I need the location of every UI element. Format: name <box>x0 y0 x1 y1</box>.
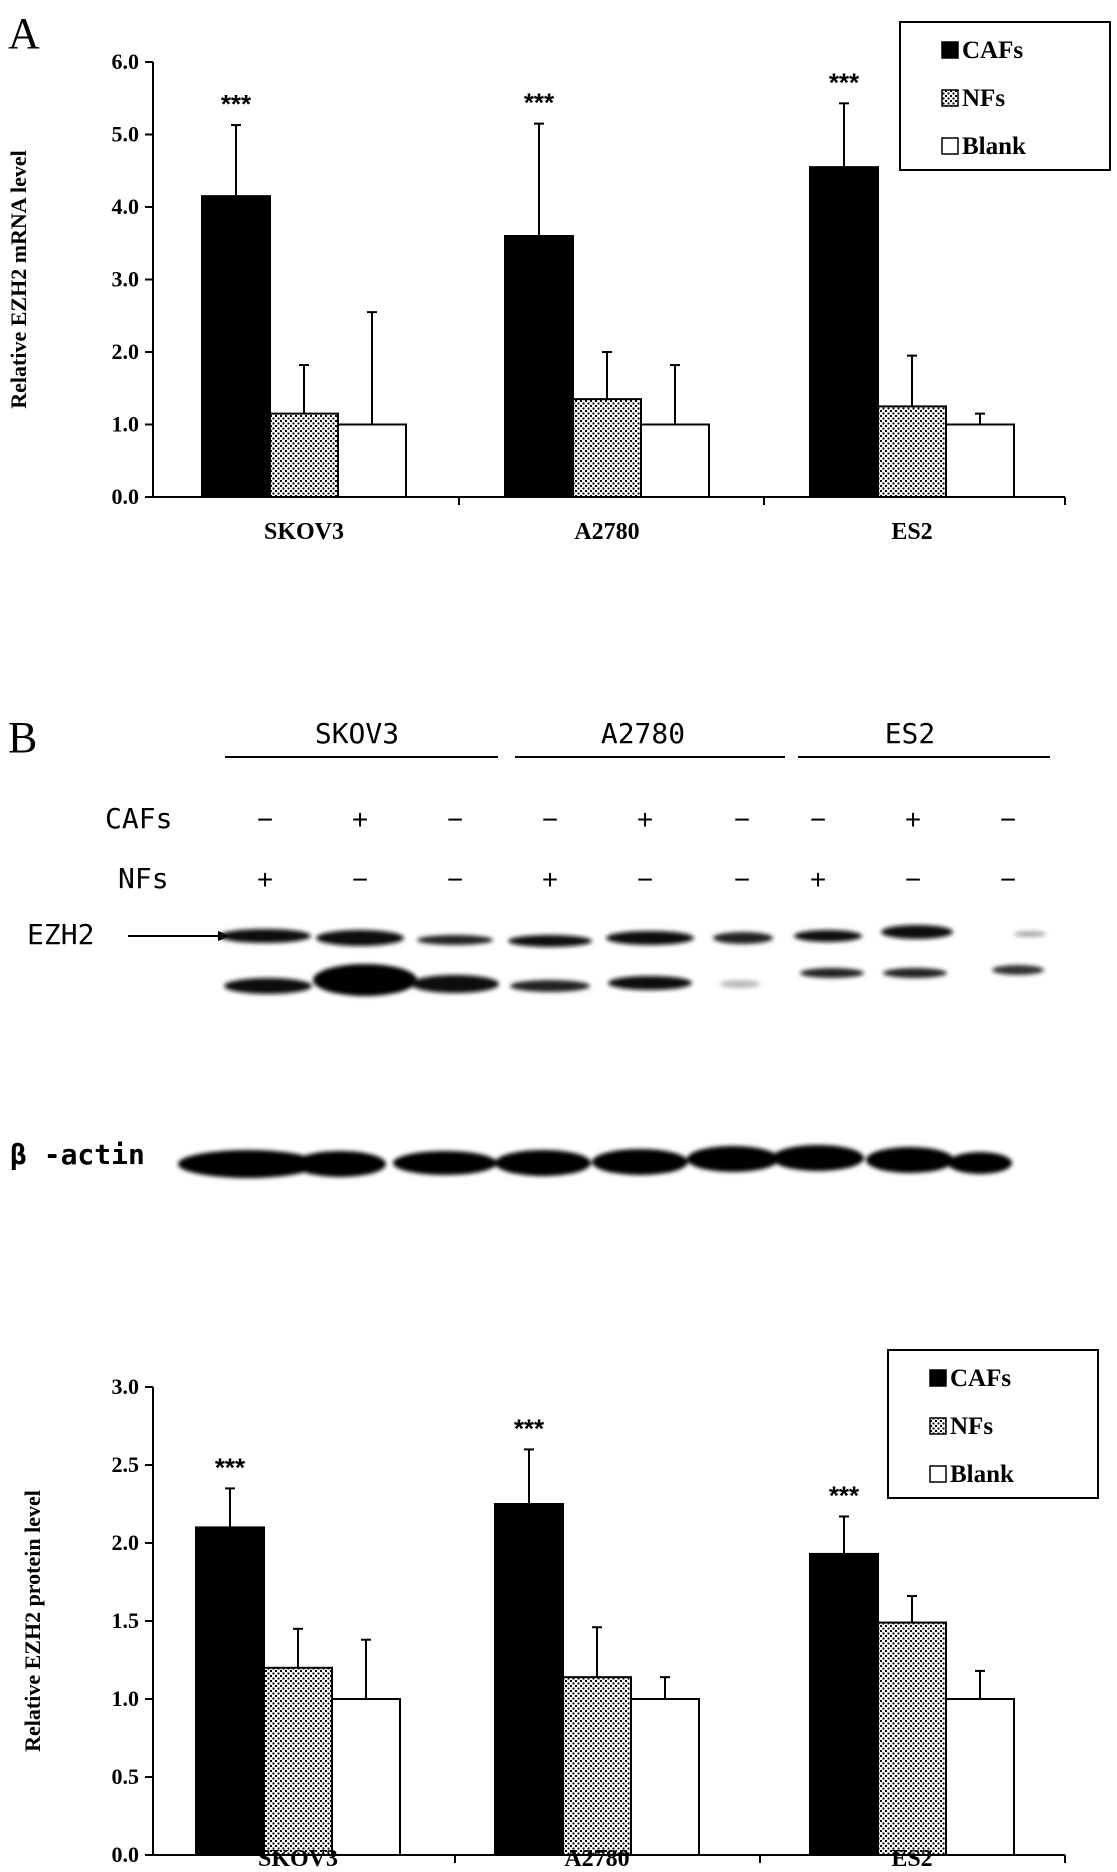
blot-nfs-signs: + − − + − − + − − <box>257 864 1016 895</box>
nfs-sign: − <box>447 864 463 895</box>
nfs-sign: − <box>905 864 921 895</box>
significance-marker: *** <box>215 1452 246 1482</box>
bar-nfs-es2 <box>877 1621 947 1857</box>
bar-blank-skov3 <box>337 423 407 498</box>
nfs-sign: + <box>542 864 558 895</box>
blot-header-es2: ES2 <box>885 717 936 750</box>
y-tick-label: 0.0 <box>112 484 140 509</box>
legend-swatch-nfs <box>941 89 959 107</box>
legend-swatch-cafs <box>941 41 959 59</box>
significance-marker: *** <box>829 1480 860 1510</box>
bar-blank-es2 <box>945 423 1015 498</box>
bar-nfs-a2780 <box>572 398 642 498</box>
bar-blank-skov3 <box>331 1698 401 1856</box>
y-tick-label: 0.5 <box>112 1764 140 1789</box>
y-tick-label: 2.0 <box>112 339 140 364</box>
bar-cafs-es2 <box>809 166 879 498</box>
ezh2-bands <box>219 925 1046 996</box>
y-tick-label: 1.0 <box>112 1686 140 1711</box>
legend-label-blank: Blank <box>962 133 1026 160</box>
western-blot: SKOV3 A2780 ES2 CAFs NFs − + − − + − − + − + − − + −… <box>10 717 1050 1178</box>
blot-cafs-signs: − + − − + − − + − <box>257 804 1016 835</box>
nfs-sign: − <box>352 864 368 895</box>
bar-cafs-es2 <box>809 1552 879 1857</box>
ezh2-label: EZH2 <box>27 918 94 951</box>
bar-nfs-a2780 <box>562 1676 632 1857</box>
nfs-sign: − <box>1000 864 1016 895</box>
bar-blank-a2780 <box>630 1698 700 1856</box>
beta-actin-label: β -actin <box>10 1138 145 1171</box>
legend-swatch-cafs <box>929 1369 947 1387</box>
nfs-sign: − <box>734 864 750 895</box>
x-category-label: A2780 <box>564 1846 629 1872</box>
y-axis-label: Relative EZH2 protein level <box>20 1490 45 1752</box>
bar-nfs-skov3 <box>269 412 339 498</box>
legend-swatch-nfs <box>929 1417 947 1435</box>
y-tick-label: 6.0 <box>112 49 140 74</box>
y-tick-label: 4.0 <box>112 194 140 219</box>
y-tick-label: 3.0 <box>112 267 140 292</box>
cafs-sign: − <box>1000 804 1016 835</box>
legend-swatch-blank <box>941 137 959 155</box>
panel-letter-b: B <box>8 713 37 762</box>
significance-marker: *** <box>829 67 860 97</box>
bar-blank-a2780 <box>640 423 710 498</box>
nfs-sign: + <box>810 864 826 895</box>
y-tick-label: 5.0 <box>112 122 140 147</box>
protein-bar-chart: 0.0 0.5 1.0 1.5 2.0 2.5 3.0 Relative EZH2 prote… <box>20 1349 1099 1872</box>
bar-nfs-es2 <box>877 405 947 498</box>
cafs-sign: − <box>447 804 463 835</box>
bar-cafs-a2780 <box>494 1503 564 1856</box>
cafs-sign: + <box>905 804 921 835</box>
bar-nfs-skov3 <box>263 1666 333 1857</box>
cafs-sign: + <box>637 804 653 835</box>
legend-label-nfs: NFs <box>950 1413 993 1440</box>
mrna-bar-chart: 0.0 1.0 2.0 3.0 4.0 5.0 6.0 Relative EZH2 mRNA … <box>6 21 1111 545</box>
blot-row-label-nfs: NFs <box>118 862 169 895</box>
blot-header-a2780: A2780 <box>601 717 685 750</box>
bar-cafs-a2780 <box>504 235 574 498</box>
bar-blank-es2 <box>945 1698 1015 1856</box>
legend-label-cafs: CAFs <box>950 1365 1011 1392</box>
y-tick-label: 2.5 <box>112 1452 140 1477</box>
blot-header-skov3: SKOV3 <box>315 717 399 750</box>
legend-box <box>887 1349 1099 1499</box>
x-category-label: ES2 <box>891 1846 932 1872</box>
cafs-sign: − <box>542 804 558 835</box>
cafs-sign: − <box>257 804 273 835</box>
blot-row-label-cafs: CAFs <box>105 802 172 835</box>
legend-box <box>899 21 1111 171</box>
nfs-sign: + <box>257 864 273 895</box>
legend-label-nfs: NFs <box>962 85 1005 112</box>
bar-cafs-skov3 <box>195 1526 265 1857</box>
y-tick-label: 1.5 <box>112 1608 140 1633</box>
y-tick-label: 1.0 <box>112 412 140 437</box>
x-category-label: SKOV3 <box>258 1846 338 1872</box>
significance-marker: *** <box>514 1413 545 1443</box>
nfs-sign: − <box>637 864 653 895</box>
x-category-label: ES2 <box>891 519 932 545</box>
x-category-label: SKOV3 <box>264 519 344 545</box>
y-axis-label: Relative EZH2 mRNA level <box>6 150 31 408</box>
cafs-sign: − <box>810 804 826 835</box>
cafs-sign: + <box>352 804 368 835</box>
panel-letter-a: A <box>8 9 40 58</box>
bar-cafs-skov3 <box>201 195 271 498</box>
legend-swatch-blank <box>929 1465 947 1483</box>
y-tick-label: 2.0 <box>112 1530 140 1555</box>
significance-marker: *** <box>221 89 252 119</box>
y-tick-label: 0.0 <box>112 1842 140 1867</box>
legend-label-blank: Blank <box>950 1461 1014 1488</box>
ezh2-arrow <box>128 931 230 941</box>
significance-marker: *** <box>524 88 555 118</box>
actin-bands <box>178 1145 1012 1178</box>
x-category-label: A2780 <box>574 519 639 545</box>
cafs-sign: − <box>734 804 750 835</box>
legend-label-cafs: CAFs <box>962 37 1023 64</box>
y-tick-label: 3.0 <box>112 1374 140 1399</box>
